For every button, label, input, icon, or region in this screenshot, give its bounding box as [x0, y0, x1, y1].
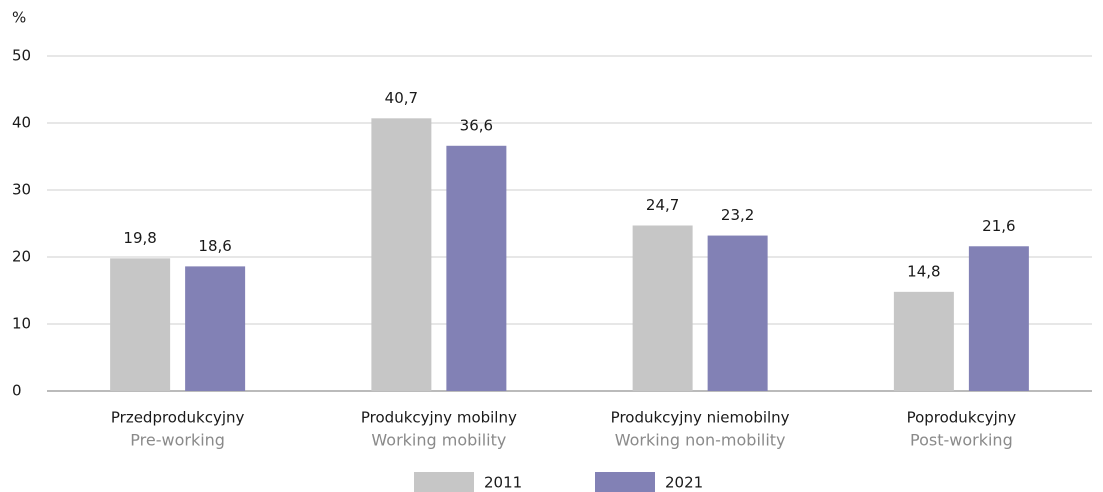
legend-label: 2021	[665, 474, 703, 492]
y-tick-label: 30	[12, 181, 31, 199]
y-tick-label: 50	[12, 47, 31, 65]
data-label: 40,7	[385, 89, 418, 107]
bar	[371, 118, 432, 391]
data-label: 21,6	[982, 217, 1015, 235]
data-label: 18,6	[198, 237, 231, 255]
legend-swatch	[595, 472, 655, 492]
data-label: 19,8	[123, 229, 156, 247]
bar	[446, 145, 507, 391]
y-tick-label: 10	[12, 315, 31, 333]
x-tick-label: Przedprodukcyjny	[111, 409, 245, 427]
data-label: 24,7	[646, 196, 679, 214]
x-tick-label: Poprodukcyjny	[907, 409, 1017, 427]
x-tick-label: Produkcyjny mobilny	[361, 409, 517, 427]
y-tick-label: 20	[12, 248, 31, 266]
data-label: 36,6	[460, 116, 493, 134]
bar	[185, 266, 246, 391]
bar	[707, 235, 768, 391]
x-tick-sublabel: Working non-mobility	[615, 431, 786, 450]
y-unit: %	[12, 9, 26, 27]
y-tick-label: 0	[12, 382, 22, 400]
bar	[110, 258, 171, 391]
legend-swatch	[414, 472, 474, 492]
y-tick-label: 40	[12, 114, 31, 132]
x-tick-label: Produkcyjny niemobilny	[611, 409, 790, 427]
x-tick-sublabel: Post-working	[910, 431, 1013, 450]
legend-label: 2011	[484, 474, 522, 492]
x-tick-sublabel: Pre-working	[130, 431, 225, 450]
data-label: 14,8	[907, 262, 940, 280]
x-tick-sublabel: Working mobility	[371, 431, 506, 450]
bar	[968, 246, 1029, 391]
bar	[893, 291, 954, 391]
bar	[632, 225, 693, 391]
data-label: 23,2	[721, 206, 754, 224]
